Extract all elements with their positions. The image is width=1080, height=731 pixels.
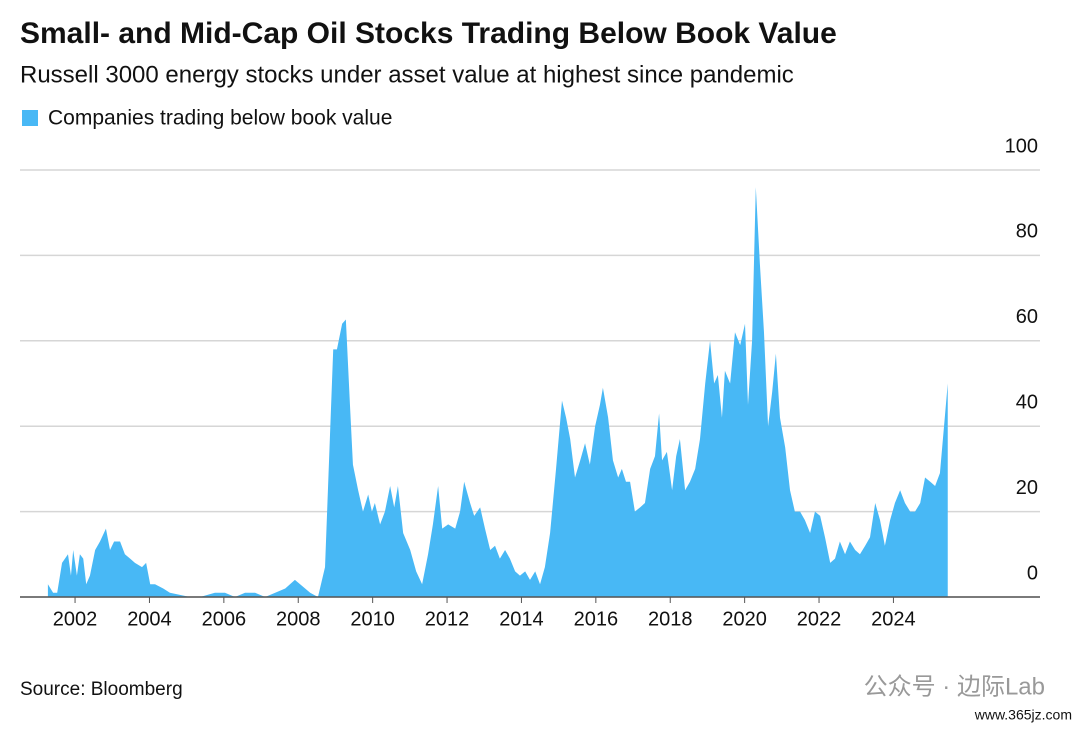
- chart-subtitle: Russell 3000 energy stocks under asset v…: [20, 61, 794, 88]
- x-tick-label: 2008: [276, 608, 321, 630]
- x-tick-label: 2024: [871, 608, 916, 630]
- y-tick-label: 100: [1005, 135, 1038, 157]
- legend-label: Companies trading below book value: [48, 107, 392, 130]
- x-tick-label: 2016: [574, 608, 619, 630]
- source: Source: Bloomberg: [20, 679, 183, 700]
- x-tick-label: 2022: [797, 608, 842, 630]
- watermark-url: www.365jz.com: [974, 707, 1072, 723]
- chart-title: Small- and Mid-Cap Oil Stocks Trading Be…: [20, 17, 837, 50]
- y-tick-label: 40: [1016, 391, 1038, 413]
- x-tick-label: 2020: [722, 608, 767, 630]
- x-tick-label: 2018: [648, 608, 693, 630]
- x-tick-label: 2002: [53, 608, 98, 630]
- x-tick-label: 2012: [425, 608, 470, 630]
- legend-swatch: [22, 110, 38, 126]
- x-tick-label: 2004: [127, 608, 172, 630]
- y-tick-label: 60: [1016, 306, 1038, 328]
- y-tick-label: 20: [1016, 477, 1038, 499]
- y-tick-label: 80: [1016, 221, 1038, 243]
- y-tick-label: 0: [1027, 562, 1038, 584]
- x-tick-label: 2010: [350, 608, 395, 630]
- watermark: 公众号 · 边际Lab: [864, 673, 1045, 700]
- area: [47, 187, 948, 597]
- x-tick-label: 2014: [499, 608, 544, 630]
- x-tick-label: 2006: [202, 608, 247, 630]
